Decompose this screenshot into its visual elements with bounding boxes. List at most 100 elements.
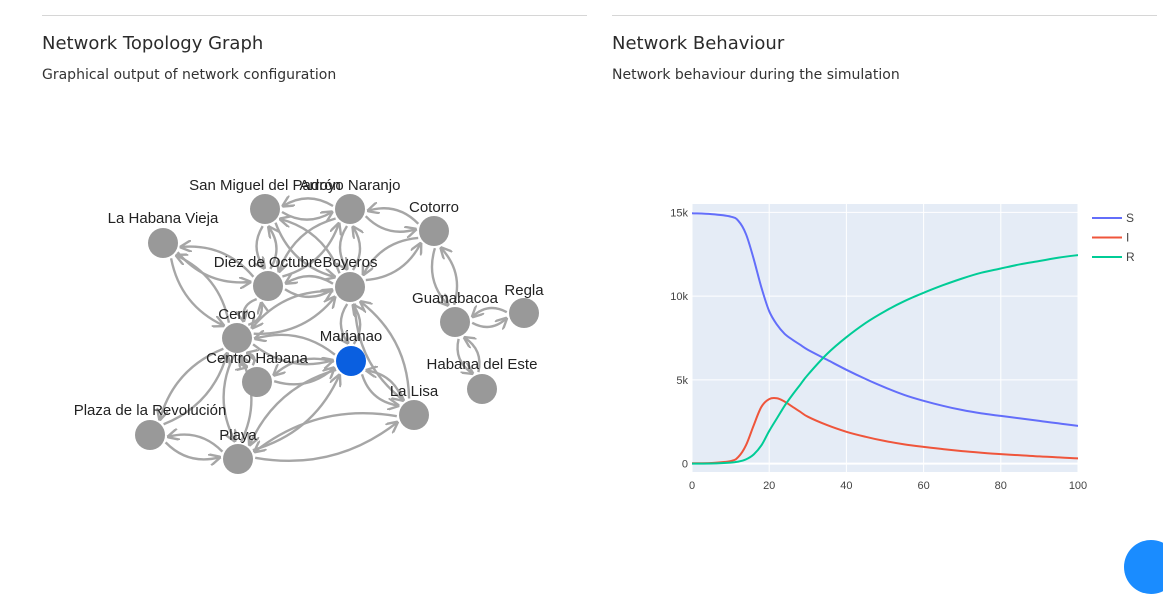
graph-edge-cerro-to-plaza-de-la-revolucion: [160, 347, 224, 420]
series-line-s[interactable]: [692, 212, 1078, 427]
x-tick-label: 80: [995, 480, 1007, 492]
graph-node-label-plaza-de-la-revolucion: Plaza de la Revolución: [74, 402, 227, 419]
graph-edge-playa-to-la-lisa: [254, 422, 397, 463]
series-line-i[interactable]: [692, 397, 1078, 465]
network-behaviour-chart[interactable]: 0 20 40 60 80 100 0 5k 10k 15k SIR: [640, 170, 1160, 510]
x-tick-label: 60: [917, 480, 929, 492]
x-tick-label: 20: [763, 480, 775, 492]
x-tick-label: 100: [1069, 480, 1087, 492]
graph-edge-cotorro-to-boyeros: [363, 236, 419, 275]
graph-node-cerro[interactable]: [222, 323, 252, 353]
graph-edge-boyeros-to-cerro: [252, 290, 334, 328]
graph-node-regla[interactable]: [509, 298, 539, 328]
graph-edge-playa-to-plaza-de-la-revolucion: [168, 435, 224, 453]
graph-node-label-arroyo-naranjo: Arroyo Naranjo: [300, 177, 401, 194]
graph-edge-plaza-de-la-revolucion-to-playa: [164, 441, 220, 459]
graph-node-label-cotorro: Cotorro: [409, 199, 459, 216]
graph-edge-arroyo-naranjo-to-cotorro: [364, 215, 416, 232]
graph-edge-marianao-to-la-lisa: [360, 373, 398, 405]
graph-node-diez-de-octubre[interactable]: [253, 271, 283, 301]
left-panel-divider: [42, 15, 587, 16]
graph-node-label-la-habana-vieja: La Habana Vieja: [108, 210, 219, 227]
graph-node-habana-del-este[interactable]: [467, 374, 497, 404]
legend-label-r[interactable]: R: [1126, 250, 1135, 264]
series-line-r[interactable]: [692, 254, 1078, 465]
graph-edge-guanabacoa-to-habana-del-este: [456, 338, 473, 374]
help-button[interactable]: [1124, 540, 1163, 594]
graph-node-la-habana-vieja[interactable]: [148, 228, 178, 258]
graph-edge-boyeros-to-arroyo-naranjo: [353, 227, 360, 271]
graph-node-label-diez-de-octubre: Diez de Octubre: [214, 254, 322, 271]
y-tick-label: 0: [682, 459, 688, 471]
graph-node-cotorro[interactable]: [419, 216, 449, 246]
graph-node-label-guanabacoa: Guanabacoa: [412, 290, 499, 307]
graph-node-label-san-miguel-del-padron: San Miguel del Padrón: [189, 177, 341, 194]
topology-subtitle: Graphical output of network configuratio…: [42, 67, 337, 83]
y-tick-label: 10k: [670, 291, 688, 303]
graph-edge-arroyo-naranjo-to-diez-de-octubre: [279, 217, 336, 272]
graph-node-guanabacoa[interactable]: [440, 307, 470, 337]
graph-node-marianao[interactable]: [336, 346, 366, 376]
graph-edge-centro-habana-to-marianao: [273, 368, 334, 386]
x-tick-label: 40: [840, 480, 852, 492]
graph-edge-san-miguel-del-padron-to-boyeros: [274, 222, 335, 277]
graph-edge-cerro-to-playa: [222, 354, 235, 441]
y-tick-label: 5k: [676, 375, 688, 387]
graph-edge-cotorro-to-guanabacoa: [430, 247, 448, 305]
graph-edge-san-miguel-del-padron-to-diez-de-octubre: [257, 225, 265, 268]
graph-edge-arroyo-naranjo-to-boyeros: [340, 225, 347, 269]
graph-edge-la-habana-vieja-to-cerro: [169, 258, 224, 325]
graph-edge-boyeros-to-cotorro: [365, 244, 421, 282]
graph-node-plaza-de-la-revolucion[interactable]: [135, 420, 165, 450]
graph-edge-guanabacoa-to-cotorro: [441, 248, 459, 306]
series-lines: [692, 212, 1078, 465]
graph-node-label-la-lisa: La Lisa: [390, 383, 439, 400]
plot-area: [692, 204, 1078, 472]
graph-node-playa[interactable]: [223, 444, 253, 474]
graph-edge-habana-del-este-to-guanabacoa: [465, 338, 481, 373]
graph-edge-marianao-to-cerro: [255, 335, 336, 356]
graph-node-label-boyeros: Boyeros: [322, 254, 377, 271]
legend-label-i[interactable]: I: [1126, 231, 1129, 245]
graph-edge-diez-de-octubre-to-cerro: [243, 297, 258, 321]
graph-edge-la-lisa-to-marianao: [367, 370, 405, 403]
topology-title: Network Topology Graph: [42, 33, 264, 54]
graph-edge-boyeros-to-marianao: [341, 303, 348, 343]
graph-node-label-centro-habana: Centro Habana: [206, 350, 308, 367]
behaviour-subtitle: Network behaviour during the simulation: [612, 67, 900, 83]
graph-node-centro-habana[interactable]: [242, 367, 272, 397]
graph-edge-diez-de-octubre-to-san-miguel-del-padron: [269, 227, 277, 270]
graph-edge-diez-de-octubre-to-la-habana-vieja: [181, 247, 255, 278]
graph-node-boyeros[interactable]: [335, 272, 365, 302]
graph-node-label-habana-del-este: Habana del Este: [427, 356, 538, 373]
graph-edge-la-lisa-to-playa: [255, 411, 398, 452]
y-tick-label: 15k: [670, 207, 688, 219]
graph-node-label-marianao: Marianao: [320, 328, 383, 345]
legend: SIR: [1092, 211, 1135, 264]
graph-node-san-miguel-del-padron[interactable]: [250, 194, 280, 224]
x-tick-label: 0: [689, 480, 695, 492]
behaviour-title: Network Behaviour: [612, 33, 785, 54]
graph-node-label-cerro: Cerro: [218, 306, 256, 323]
graph-edge-arroyo-naranjo-to-san-miguel-del-padron: [283, 198, 334, 206]
graph-edges: [160, 198, 507, 461]
graph-edge-regla-to-guanabacoa: [473, 308, 508, 317]
graph-edge-cerro-to-la-habana-vieja: [176, 255, 231, 323]
graph-edge-guanabacoa-to-regla: [471, 318, 506, 327]
graph-node-la-lisa[interactable]: [399, 400, 429, 430]
graph-edge-marianao-to-centro-habana: [274, 357, 335, 375]
graph-edge-san-miguel-del-padron-to-arroyo-naranjo: [281, 212, 332, 220]
graph-edge-boyeros-to-la-lisa: [353, 303, 403, 401]
graph-edge-plaza-de-la-revolucion-to-cerro: [163, 353, 228, 426]
graph-nodes: [135, 194, 539, 474]
graph-edge-cotorro-to-arroyo-naranjo: [368, 208, 420, 225]
graph-node-label-regla: Regla: [504, 282, 544, 299]
right-panel-divider: [612, 15, 1157, 16]
graph-edge-playa-to-cerro: [240, 356, 253, 443]
legend-label-s[interactable]: S: [1126, 211, 1134, 225]
graph-edge-boyeros-to-diez-de-octubre: [286, 276, 334, 284]
graph-edge-la-lisa-to-boyeros: [361, 302, 411, 399]
graph-node-arroyo-naranjo[interactable]: [335, 194, 365, 224]
